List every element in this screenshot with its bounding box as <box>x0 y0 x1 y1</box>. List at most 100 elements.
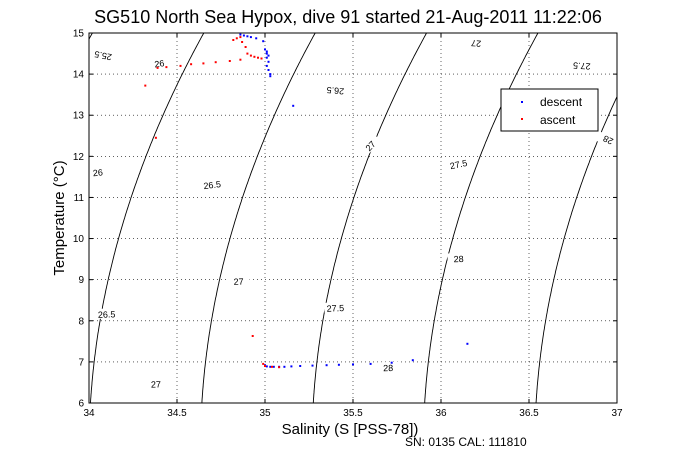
y-tick-label: 6 <box>78 399 84 410</box>
contour-label-26: 26 <box>86 165 110 178</box>
data-points <box>144 33 469 369</box>
descent-point <box>311 364 314 367</box>
descent-point <box>352 363 354 366</box>
legend-marker-ascent <box>521 118 523 120</box>
contour-label-28: 28 <box>447 252 470 264</box>
x-tick-label: 35.5 <box>343 408 363 419</box>
svg-text:27.5: 27.5 <box>449 158 468 171</box>
y-tick-label: 11 <box>74 193 85 204</box>
ascent-point <box>246 52 249 55</box>
ascent-point <box>190 63 193 66</box>
descent-point <box>337 363 340 366</box>
x-tick-label: 36 <box>435 408 447 419</box>
svg-text:27.5: 27.5 <box>326 303 344 314</box>
descent-point <box>269 75 272 78</box>
y-tick-label: 14 <box>73 70 85 81</box>
descent-point <box>466 342 469 345</box>
ascent-point <box>154 136 157 139</box>
y-tick-label: 9 <box>78 275 84 286</box>
descent-point <box>299 365 302 367</box>
descent-point <box>265 50 268 53</box>
descent-point <box>265 365 268 368</box>
svg-text:26.5: 26.5 <box>326 85 344 96</box>
legend-marker-descent <box>521 101 523 103</box>
ascent-point <box>264 365 266 367</box>
svg-text:26.5: 26.5 <box>203 179 222 191</box>
ascent-point <box>271 365 273 368</box>
descent-point <box>325 364 328 367</box>
descent-point <box>283 365 286 368</box>
contour-label-27-5: 27.5 <box>570 60 594 73</box>
ascent-point <box>257 56 259 59</box>
ascent-point <box>165 66 168 69</box>
descent-point <box>264 48 266 51</box>
descent-point <box>390 361 393 364</box>
x-tick-label: 37 <box>611 408 623 419</box>
legend-label-ascent: ascent <box>540 113 576 127</box>
ascent-point <box>156 66 159 69</box>
y-axis-ticks: 6 7 8 9 10 11 12 13 14 15 <box>73 29 617 410</box>
contour-line-26 <box>90 32 205 404</box>
svg-text:27: 27 <box>233 276 243 286</box>
contour-label-28: 28 <box>377 361 400 373</box>
y-tick-label: 10 <box>73 234 85 245</box>
ascent-point <box>244 46 247 48</box>
contour-label-27: 27 <box>144 378 168 390</box>
ascent-point <box>228 60 231 62</box>
svg-text:28: 28 <box>453 254 463 264</box>
contour-line-28 <box>535 96 618 404</box>
contour-label-26-5: 26.5 <box>95 308 118 320</box>
ascent-point <box>239 36 242 39</box>
y-axis-label: Temperature (°C) <box>51 160 68 275</box>
x-tick-label: 34.5 <box>167 408 187 419</box>
contour-line-26-5 <box>201 32 316 404</box>
y-tick-label: 15 <box>73 29 85 40</box>
ascent-point <box>260 57 263 60</box>
chart-title: SG510 North Sea Hypox, dive 91 started 2… <box>94 7 602 27</box>
contour-label-27: 27 <box>358 133 382 157</box>
ascent-point <box>253 55 256 58</box>
x-tick-label: 34 <box>83 408 95 419</box>
descent-point <box>290 365 293 368</box>
calibration-footer: SN: 0135 CAL: 111810 <box>405 435 527 449</box>
svg-text:28: 28 <box>383 363 393 373</box>
y-tick-label: 13 <box>73 111 85 122</box>
descent-point <box>267 60 270 63</box>
svg-text:28: 28 <box>602 133 615 146</box>
descent-point <box>369 362 372 365</box>
descent-point <box>246 35 249 38</box>
ascent-point <box>262 362 265 365</box>
contour-line-25-5 <box>88 32 93 40</box>
descent-point <box>269 365 272 368</box>
ascent-point <box>232 39 235 41</box>
ascent-point <box>241 41 244 43</box>
svg-text:27: 27 <box>471 38 482 49</box>
descent-point <box>239 33 242 36</box>
contour-label-27: 27 <box>227 275 250 287</box>
descent-point <box>265 64 268 67</box>
ascent-point <box>239 58 242 61</box>
descent-point <box>265 52 268 55</box>
contour-label-26: 26 <box>147 56 171 69</box>
descent-point <box>269 73 272 76</box>
contour-label-27-5: 27.5 <box>324 301 347 314</box>
contour-label-28: 28 <box>595 131 620 151</box>
descent-point <box>411 359 414 362</box>
svg-text:26.5: 26.5 <box>98 309 116 320</box>
legend: descent ascent <box>500 88 599 132</box>
ascent-point <box>202 62 205 65</box>
ascent-point <box>214 61 217 64</box>
contour-label-26-5: 26.5 <box>323 85 347 98</box>
contour-label-26-5: 26.5 <box>200 177 224 191</box>
descent-point <box>262 40 265 43</box>
svg-text:27: 27 <box>364 139 378 153</box>
x-tick-label: 35 <box>259 408 271 419</box>
ascent-point <box>278 366 281 369</box>
contour-label-27-5: 27.5 <box>446 156 471 171</box>
descent-point <box>267 54 270 57</box>
svg-text:25.5: 25.5 <box>94 49 113 62</box>
ascent-point <box>144 84 147 87</box>
contour-line-27 <box>312 32 427 404</box>
ascent-point <box>179 64 182 67</box>
